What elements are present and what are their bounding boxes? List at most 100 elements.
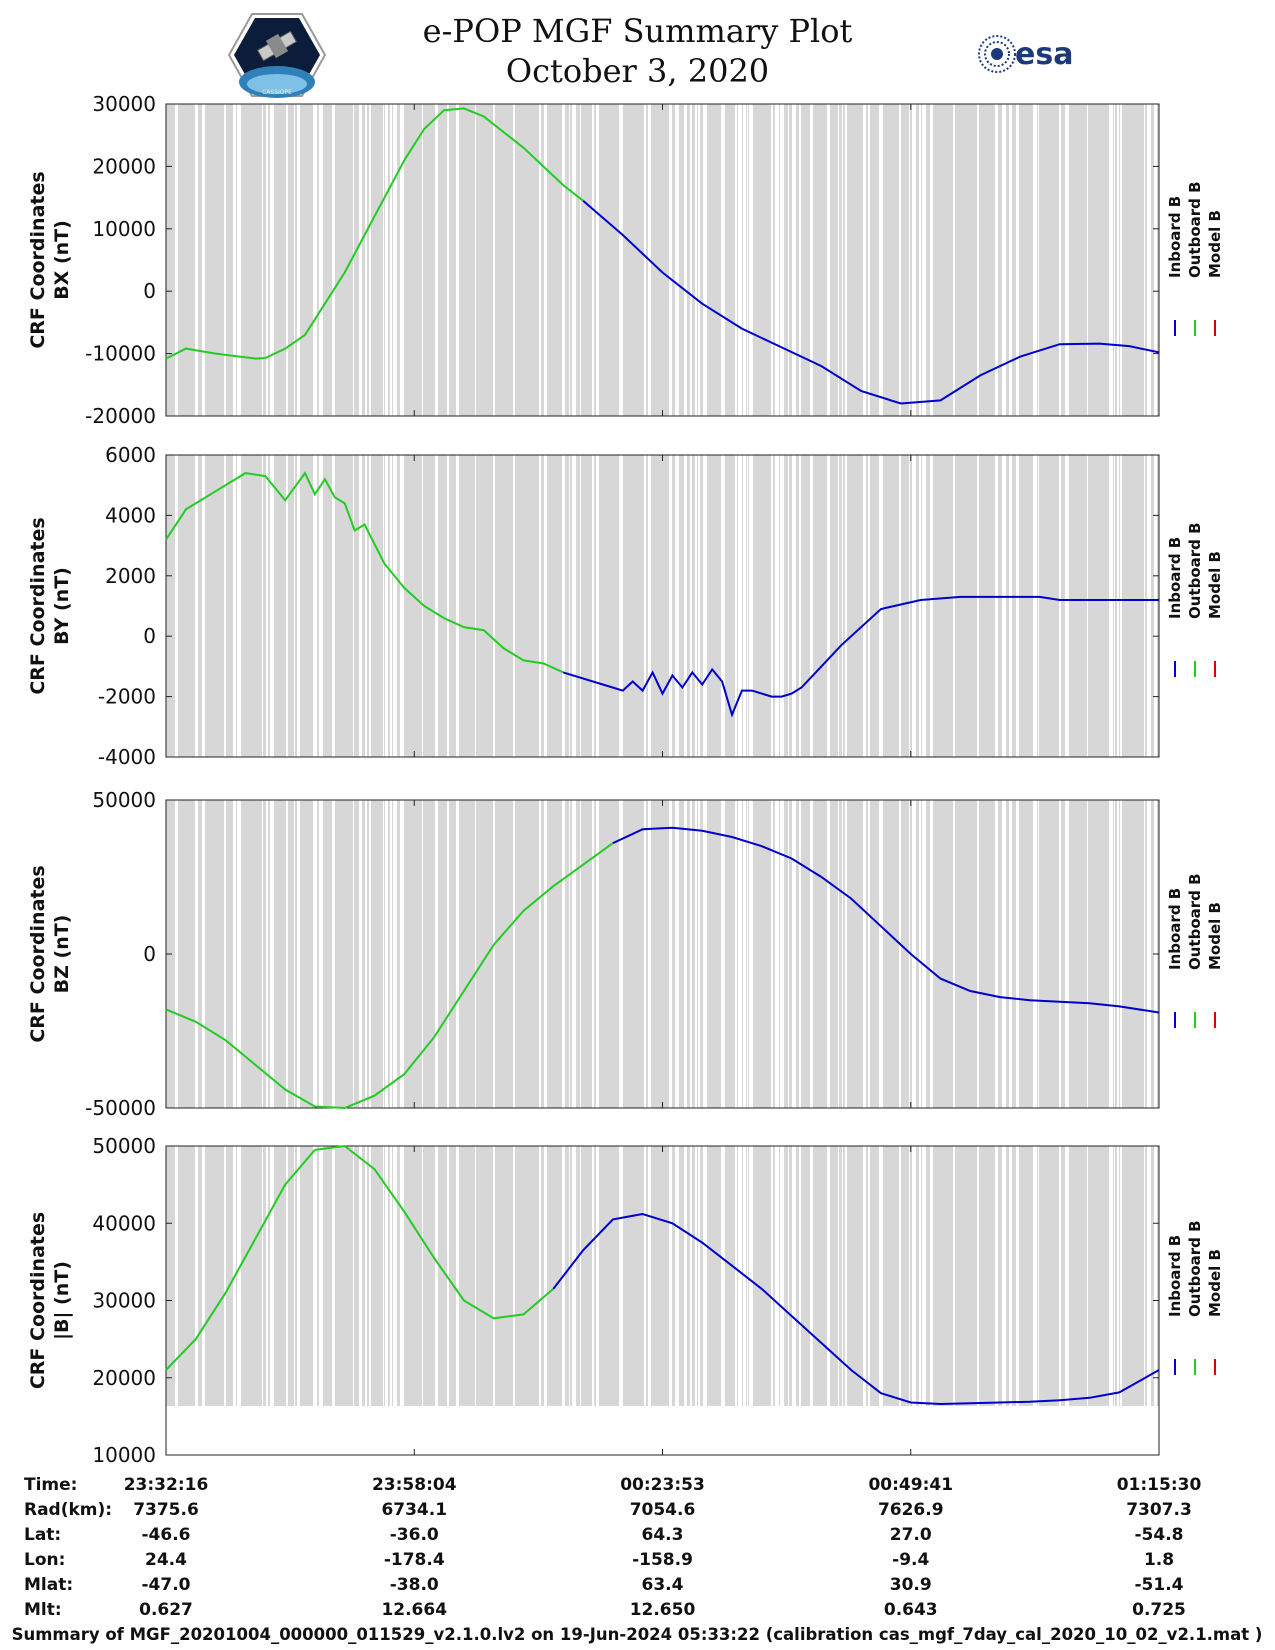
shading-stripe: [423, 800, 435, 1108]
shading-stripe: [384, 455, 385, 757]
shading-stripe: [910, 455, 912, 757]
data-gap-shading: [166, 104, 1159, 416]
shading-stripe: [547, 1146, 562, 1406]
shading-stripe: [198, 104, 202, 416]
row-value: -51.4: [1135, 1575, 1184, 1595]
shading-stripe: [901, 800, 909, 1108]
shading-stripe: [1037, 455, 1038, 757]
shading-stripe: [737, 455, 738, 757]
row-value: 24.4: [145, 1550, 187, 1570]
shading-stripe: [476, 104, 493, 416]
shading-stripe: [1039, 800, 1059, 1108]
y-tick-label: -10000: [85, 342, 156, 366]
shading-stripe: [295, 455, 297, 757]
legend-entry: Inboard B: [1166, 196, 1184, 278]
shading-stripe: [883, 1146, 899, 1406]
row-value: 27.0: [890, 1525, 932, 1545]
legend-label: Outboard B: [1186, 1220, 1204, 1317]
shading-stripe: [335, 455, 353, 757]
shading-stripe: [384, 104, 385, 416]
shading-stripe: [241, 800, 262, 1108]
shading-stripe: [166, 104, 175, 416]
shading-stripe: [323, 455, 332, 757]
shading-stripe: [449, 104, 456, 416]
y-label-line1: CRF Coordinates: [27, 171, 49, 348]
row-value: 00:49:41: [868, 1475, 953, 1495]
inboard-series-line: [612, 826, 1160, 1014]
shading-stripe: [576, 455, 580, 757]
row-value: -158.9: [632, 1550, 693, 1570]
shading-stripe: [335, 800, 353, 1108]
shading-stripe: [354, 1146, 359, 1406]
shading-stripe: [205, 1146, 224, 1406]
shading-stripe: [397, 800, 400, 1108]
shading-stripe: [404, 800, 422, 1108]
shading-stripe: [796, 104, 799, 416]
shading-stripe: [866, 455, 868, 757]
shading-stripe: [830, 800, 838, 1108]
shading-stripe: [707, 104, 721, 416]
legend-label: Model B: [1206, 1249, 1224, 1317]
outboard-series-line: [165, 1144, 554, 1371]
shading-stripe: [1119, 800, 1120, 1108]
shading-stripe: [1115, 455, 1117, 757]
shading-stripe: [679, 104, 684, 416]
shading-stripe: [737, 104, 738, 416]
shading-stripe: [1145, 104, 1147, 416]
shading-stripe: [438, 455, 447, 757]
shading-stripe: [646, 800, 648, 1108]
row-label: Mlat:: [24, 1575, 73, 1595]
shading-stripe: [883, 800, 899, 1108]
shading-stripe: [921, 455, 922, 757]
shading-stripe: [742, 800, 743, 1108]
legend-label: Inboard B: [1166, 537, 1184, 619]
shading-stripe: [748, 1146, 749, 1406]
shading-stripe: [1069, 800, 1087, 1108]
esa-logo: esa: [978, 35, 1073, 73]
shading-stripe: [166, 455, 175, 757]
shading-stripe: [773, 104, 775, 416]
shading-stripe: [459, 800, 475, 1108]
shading-stripe: [725, 455, 735, 757]
shading-stripe: [646, 104, 648, 416]
shading-stripe: [687, 455, 690, 757]
shading-stripe: [796, 455, 799, 757]
shading-stripe: [801, 455, 810, 757]
shading-stripe: [404, 455, 422, 757]
shading-stripe: [205, 800, 224, 1108]
shading-stripe: [581, 104, 592, 416]
shading-stripe: [476, 1146, 493, 1406]
outboard-series-line: [165, 107, 584, 360]
shading-stripe: [288, 1146, 294, 1406]
y-tick-label: 6000: [105, 443, 156, 467]
shading-stripe: [784, 455, 788, 757]
shading-stripe: [178, 104, 195, 416]
shading-stripe: [646, 455, 648, 757]
shading-stripe: [955, 455, 977, 757]
shading-stripe: [916, 800, 919, 1108]
legend-label: Outboard B: [1186, 522, 1204, 619]
shading-stripe: [870, 800, 879, 1108]
row-value: 12.664: [381, 1600, 447, 1620]
shading-stripe: [1151, 800, 1154, 1108]
shading-stripe: [830, 455, 838, 757]
shading-stripe: [515, 800, 539, 1108]
shading-stripe: [651, 1146, 669, 1406]
shading-stripe: [1019, 1146, 1033, 1406]
outboard-series-line: [165, 842, 614, 1110]
shading-stripe: [697, 104, 698, 416]
footer-caption: Summary of MGF_20201004_000000_011529_v2…: [12, 1625, 1263, 1644]
shading-stripe: [371, 455, 383, 757]
shading-stripe: [1061, 1146, 1065, 1406]
shading-stripe: [672, 800, 675, 1108]
shading-stripe: [599, 800, 619, 1108]
row-value: 63.4: [642, 1575, 684, 1595]
shading-stripe: [910, 1146, 912, 1406]
shading-stripe: [955, 1146, 977, 1406]
shading-stripe: [268, 800, 270, 1108]
shading-stripe: [901, 104, 909, 416]
shading-stripe: [295, 800, 297, 1108]
shading-stripe: [1145, 1146, 1147, 1406]
shading-stripe: [998, 800, 1002, 1108]
shading-stripe: [263, 455, 266, 757]
